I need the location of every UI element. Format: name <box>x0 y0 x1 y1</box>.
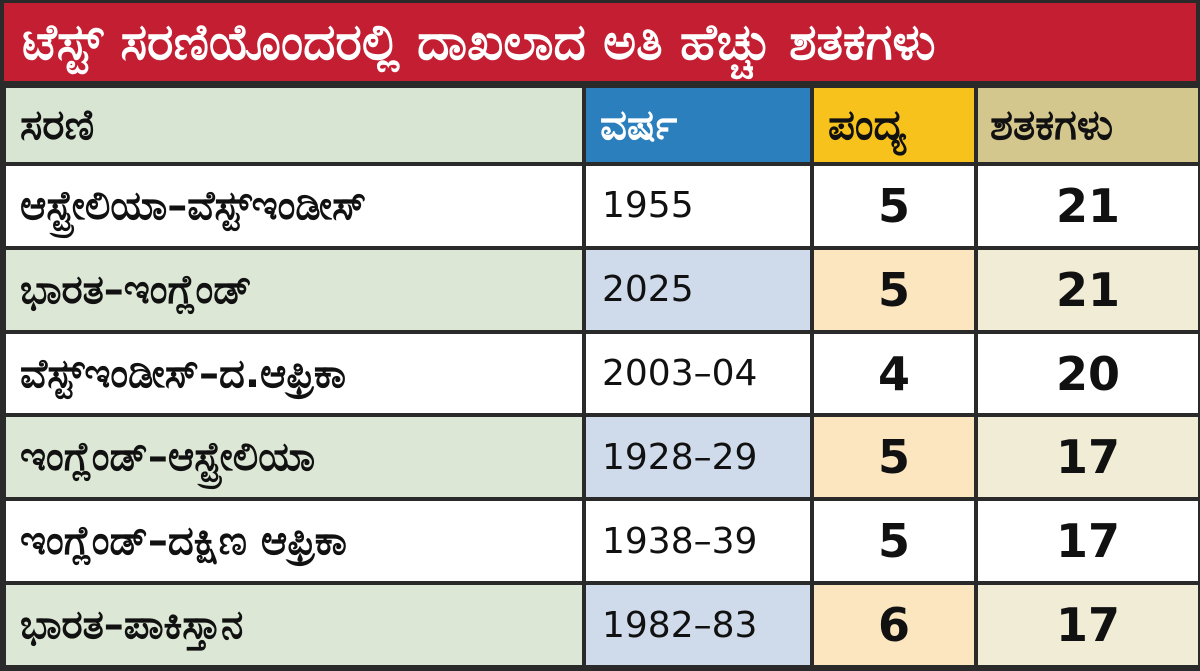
series-cell: ವೆಸ್ಟ್ಇಂಡೀಸ್–ದ.ಆಫ್ರಿಕಾ <box>6 333 582 414</box>
year-cell: 1955 <box>586 166 810 246</box>
matches-cell: 5 <box>814 166 974 246</box>
matches-cell: 6 <box>814 585 974 665</box>
column-header-centuries: ಶತಕಗಳು <box>978 88 1198 162</box>
table-row: ಭಾರತ–ಇಂಗ್ಲೆಂಡ್ 2025 5 21 <box>6 249 1198 330</box>
matches-cell: 4 <box>814 333 974 414</box>
year-cell: 1928–29 <box>586 417 810 498</box>
series-cell: ಭಾರತ–ಇಂಗ್ಲೆಂಡ್ <box>6 249 582 330</box>
series-cell: ಭಾರತ–ಪಾಕಿಸ್ತಾನ <box>6 585 582 665</box>
table-row: ವೆಸ್ಟ್ಇಂಡೀಸ್–ದ.ಆಫ್ರಿಕಾ 2003–04 4 20 <box>6 333 1198 414</box>
table-row: ಇಂಗ್ಲೆಂಡ್–ದಕ್ಷಿಣ ಆಫ್ರಿಕಾ 1938–39 5 17 <box>6 501 1198 582</box>
year-cell: 1982–83 <box>586 585 810 665</box>
centuries-cell: 17 <box>978 585 1198 665</box>
centuries-table: ಸರಣಿ ವರ್ಷ ಪಂದ್ಯ ಶತಕಗಳು ಆಸ್ಟ್ರೇಲಿಯಾ–ವೆಸ್ಟ… <box>2 84 1200 669</box>
year-cell: 2003–04 <box>586 333 810 414</box>
centuries-cell: 21 <box>978 249 1198 330</box>
table-row: ಆಸ್ಟ್ರೇಲಿಯಾ–ವೆಸ್ಟ್ಇಂಡೀಸ್ 1955 5 21 <box>6 166 1198 246</box>
centuries-cell: 17 <box>978 501 1198 582</box>
centuries-cell: 21 <box>978 166 1198 246</box>
table-row: ಭಾರತ–ಪಾಕಿಸ್ತಾನ 1982–83 6 17 <box>6 585 1198 665</box>
column-header-series: ಸರಣಿ <box>6 88 582 162</box>
year-cell: 2025 <box>586 249 810 330</box>
centuries-cell: 20 <box>978 333 1198 414</box>
header-row: ಸರಣಿ ವರ್ಷ ಪಂದ್ಯ ಶತಕಗಳು <box>6 88 1198 162</box>
matches-cell: 5 <box>814 501 974 582</box>
matches-cell: 5 <box>814 417 974 498</box>
page-title: ಟೆಸ್ಟ್ ಸರಣಿಯೊಂದರಲ್ಲಿ ದಾಖಲಾದ ಅತಿ ಹೆಚ್ಚು ಶ… <box>4 3 1196 81</box>
series-cell: ಇಂಗ್ಲೆಂಡ್–ದಕ್ಷಿಣ ಆಫ್ರಿಕಾ <box>6 501 582 582</box>
year-cell: 1938–39 <box>586 501 810 582</box>
series-cell: ಆಸ್ಟ್ರೇಲಿಯಾ–ವೆಸ್ಟ್ಇಂಡೀಸ್ <box>6 166 582 246</box>
column-header-matches: ಪಂದ್ಯ <box>814 88 974 162</box>
column-header-year: ವರ್ಷ <box>586 88 810 162</box>
centuries-cell: 17 <box>978 417 1198 498</box>
series-cell: ಇಂಗ್ಲೆಂಡ್–ಆಸ್ಟ್ರೇಲಿಯಾ <box>6 417 582 498</box>
table-row: ಇಂಗ್ಲೆಂಡ್–ಆಸ್ಟ್ರೇಲಿಯಾ 1928–29 5 17 <box>6 417 1198 498</box>
matches-cell: 5 <box>814 249 974 330</box>
